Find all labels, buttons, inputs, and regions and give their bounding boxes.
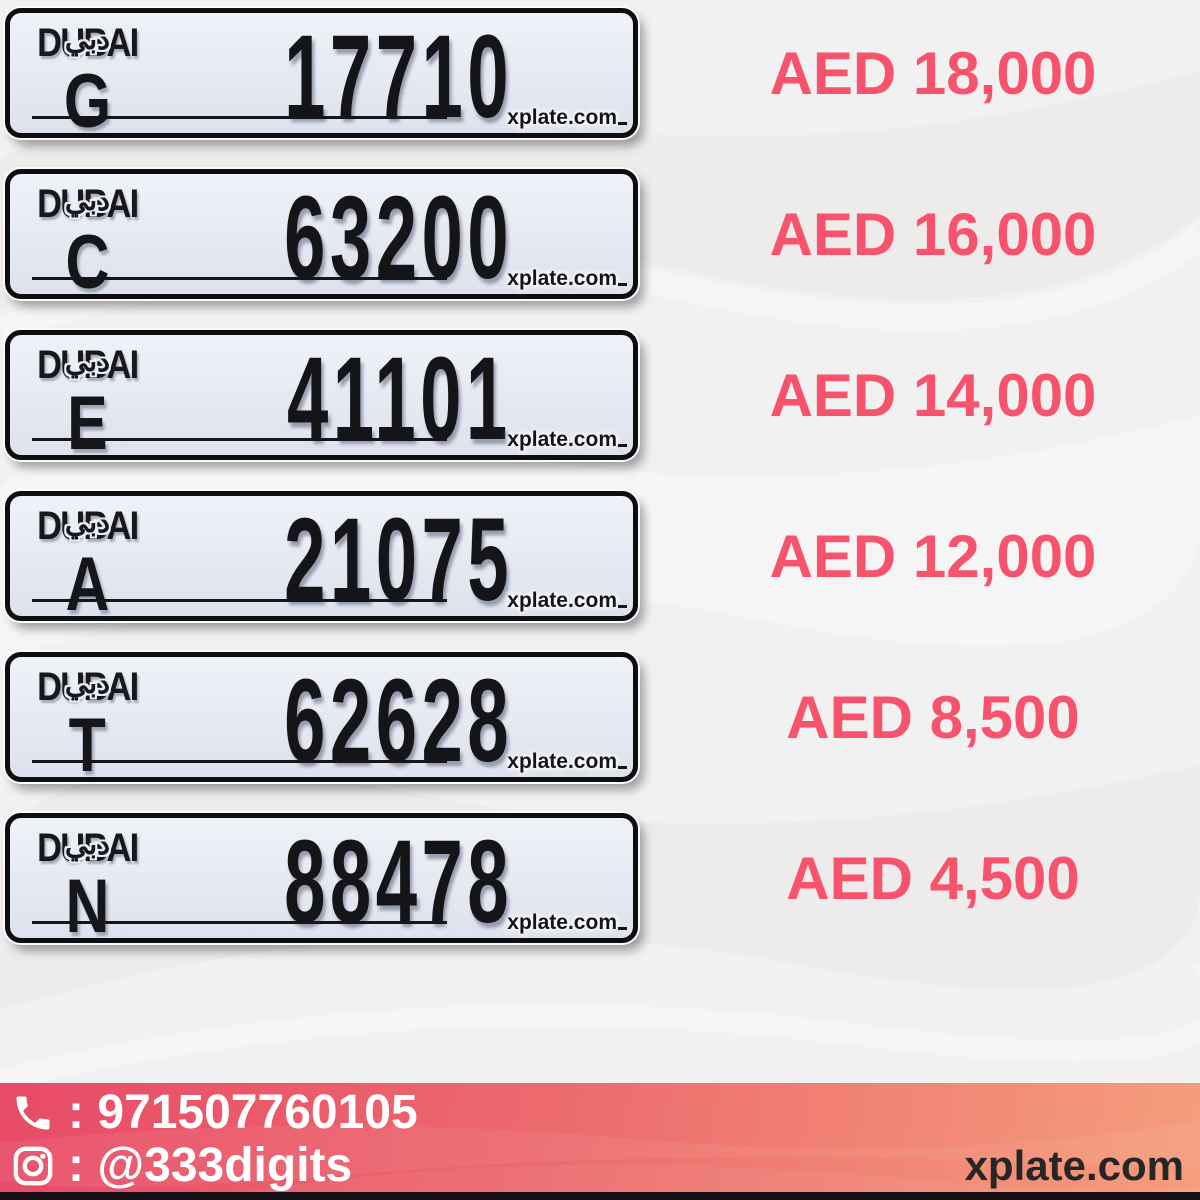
plate-code: A	[65, 541, 110, 627]
dubai-logo-latin: DUBAI	[37, 665, 139, 709]
dubai-logo-arabic: دبي	[64, 24, 111, 56]
plate-listing-row: DUBAI دبي N 88478 xplate.com AED 4,500	[5, 813, 1200, 949]
plate-left-column: DUBAI دبي T	[10, 657, 165, 788]
dubai-logo: DUBAI دبي	[29, 345, 146, 387]
plate-left-column: DUBAI دبي G	[10, 13, 165, 144]
instagram-line: : @333digits	[10, 1140, 418, 1191]
dubai-logo-latin: DUBAI	[37, 343, 139, 387]
footer-wave-pattern	[0, 1121, 1200, 1200]
dubai-logo-latin: DUBAI	[37, 504, 139, 548]
contact-footer: : 971507760105 : @333digits xplate.com	[0, 1083, 1200, 1200]
plate-watermark: xplate.com	[507, 589, 617, 612]
phone-icon	[10, 1090, 56, 1136]
plate-left-column: DUBAI دبي N	[10, 818, 165, 949]
license-plate: DUBAI دبي C 63200 xplate.com	[5, 169, 638, 305]
plate-divider-line	[32, 116, 447, 119]
license-plate: DUBAI دبي T 62628 xplate.com	[5, 652, 638, 788]
dubai-logo: DUBAI دبي	[29, 667, 146, 709]
price-label: AED 12,000	[769, 522, 1097, 590]
price-label: AED 16,000	[769, 200, 1097, 268]
plate-code: T	[68, 702, 107, 788]
plate-divider-line	[32, 760, 447, 763]
plate-code: C	[65, 219, 110, 305]
dubai-logo: DUBAI دبي	[29, 828, 146, 870]
dubai-logo-latin: DUBAI	[37, 182, 139, 226]
dubai-logo: DUBAI دبي	[29, 184, 146, 226]
plate-watermark-tail	[618, 122, 627, 125]
plate-watermark: xplate.com	[507, 750, 617, 773]
dubai-logo-arabic: دبي	[64, 346, 111, 378]
plate-watermark: xplate.com	[507, 267, 617, 290]
plate-price-list: DUBAI دبي G 17710 xplate.com AED 18,000 …	[5, 8, 1200, 974]
dubai-logo-latin: DUBAI	[37, 21, 139, 65]
dubai-logo-arabic: دبي	[64, 829, 111, 861]
plate-watermark-tail	[618, 283, 627, 286]
dubai-logo-arabic: دبي	[64, 668, 111, 700]
footer-contact-block: : 971507760105 : @333digits	[10, 1087, 418, 1191]
instagram-icon	[10, 1143, 56, 1189]
dubai-logo-latin: DUBAI	[37, 826, 139, 870]
plate-watermark-tail	[618, 444, 627, 447]
plate-watermark: xplate.com	[507, 106, 617, 129]
plate-code: E	[67, 380, 108, 466]
license-plate: DUBAI دبي E 41101 xplate.com	[5, 330, 638, 466]
plate-watermark-tail	[618, 766, 627, 769]
plate-listing-row: DUBAI دبي T 62628 xplate.com AED 8,500	[5, 652, 1200, 788]
plate-divider-line	[32, 599, 447, 602]
plate-code: G	[63, 58, 112, 144]
plate-divider-line	[32, 921, 447, 924]
dubai-logo-arabic: دبي	[64, 507, 111, 539]
plate-listing-row: DUBAI دبي G 17710 xplate.com AED 18,000	[5, 8, 1200, 144]
dubai-logo: DUBAI دبي	[29, 506, 146, 548]
phone-line: : 971507760105	[10, 1087, 418, 1138]
price-label: AED 4,500	[786, 844, 1080, 912]
phone-number: : 971507760105	[68, 1085, 418, 1139]
plate-watermark-tail	[618, 605, 627, 608]
price-label: AED 18,000	[769, 39, 1097, 107]
plate-divider-line	[32, 438, 447, 441]
plate-left-column: DUBAI دبي C	[10, 174, 165, 305]
plate-listing-row: DUBAI دبي E 41101 xplate.com AED 14,000	[5, 330, 1200, 466]
price-label: AED 8,500	[786, 683, 1080, 751]
license-plate: DUBAI دبي A 21075 xplate.com	[5, 491, 638, 627]
plate-code: N	[65, 863, 110, 949]
price-label: AED 14,000	[769, 361, 1097, 429]
license-plate: DUBAI دبي N 88478 xplate.com	[5, 813, 638, 949]
plate-left-column: DUBAI دبي A	[10, 496, 165, 627]
plate-listing-row: DUBAI دبي C 63200 xplate.com AED 16,000	[5, 169, 1200, 305]
plate-left-column: DUBAI دبي E	[10, 335, 165, 466]
plate-watermark: xplate.com	[507, 428, 617, 451]
plate-watermark-tail	[618, 927, 627, 930]
footer-bottom-strip	[0, 1192, 1200, 1200]
plate-watermark: xplate.com	[507, 911, 617, 934]
plate-divider-line	[32, 277, 447, 280]
instagram-handle: : @333digits	[68, 1138, 353, 1192]
site-url: xplate.com	[964, 1142, 1184, 1189]
dubai-logo: DUBAI دبي	[29, 23, 146, 65]
dubai-logo-arabic: دبي	[64, 185, 111, 217]
plate-listing-row: DUBAI دبي A 21075 xplate.com AED 12,000	[5, 491, 1200, 627]
license-plate: DUBAI دبي G 17710 xplate.com	[5, 8, 638, 144]
